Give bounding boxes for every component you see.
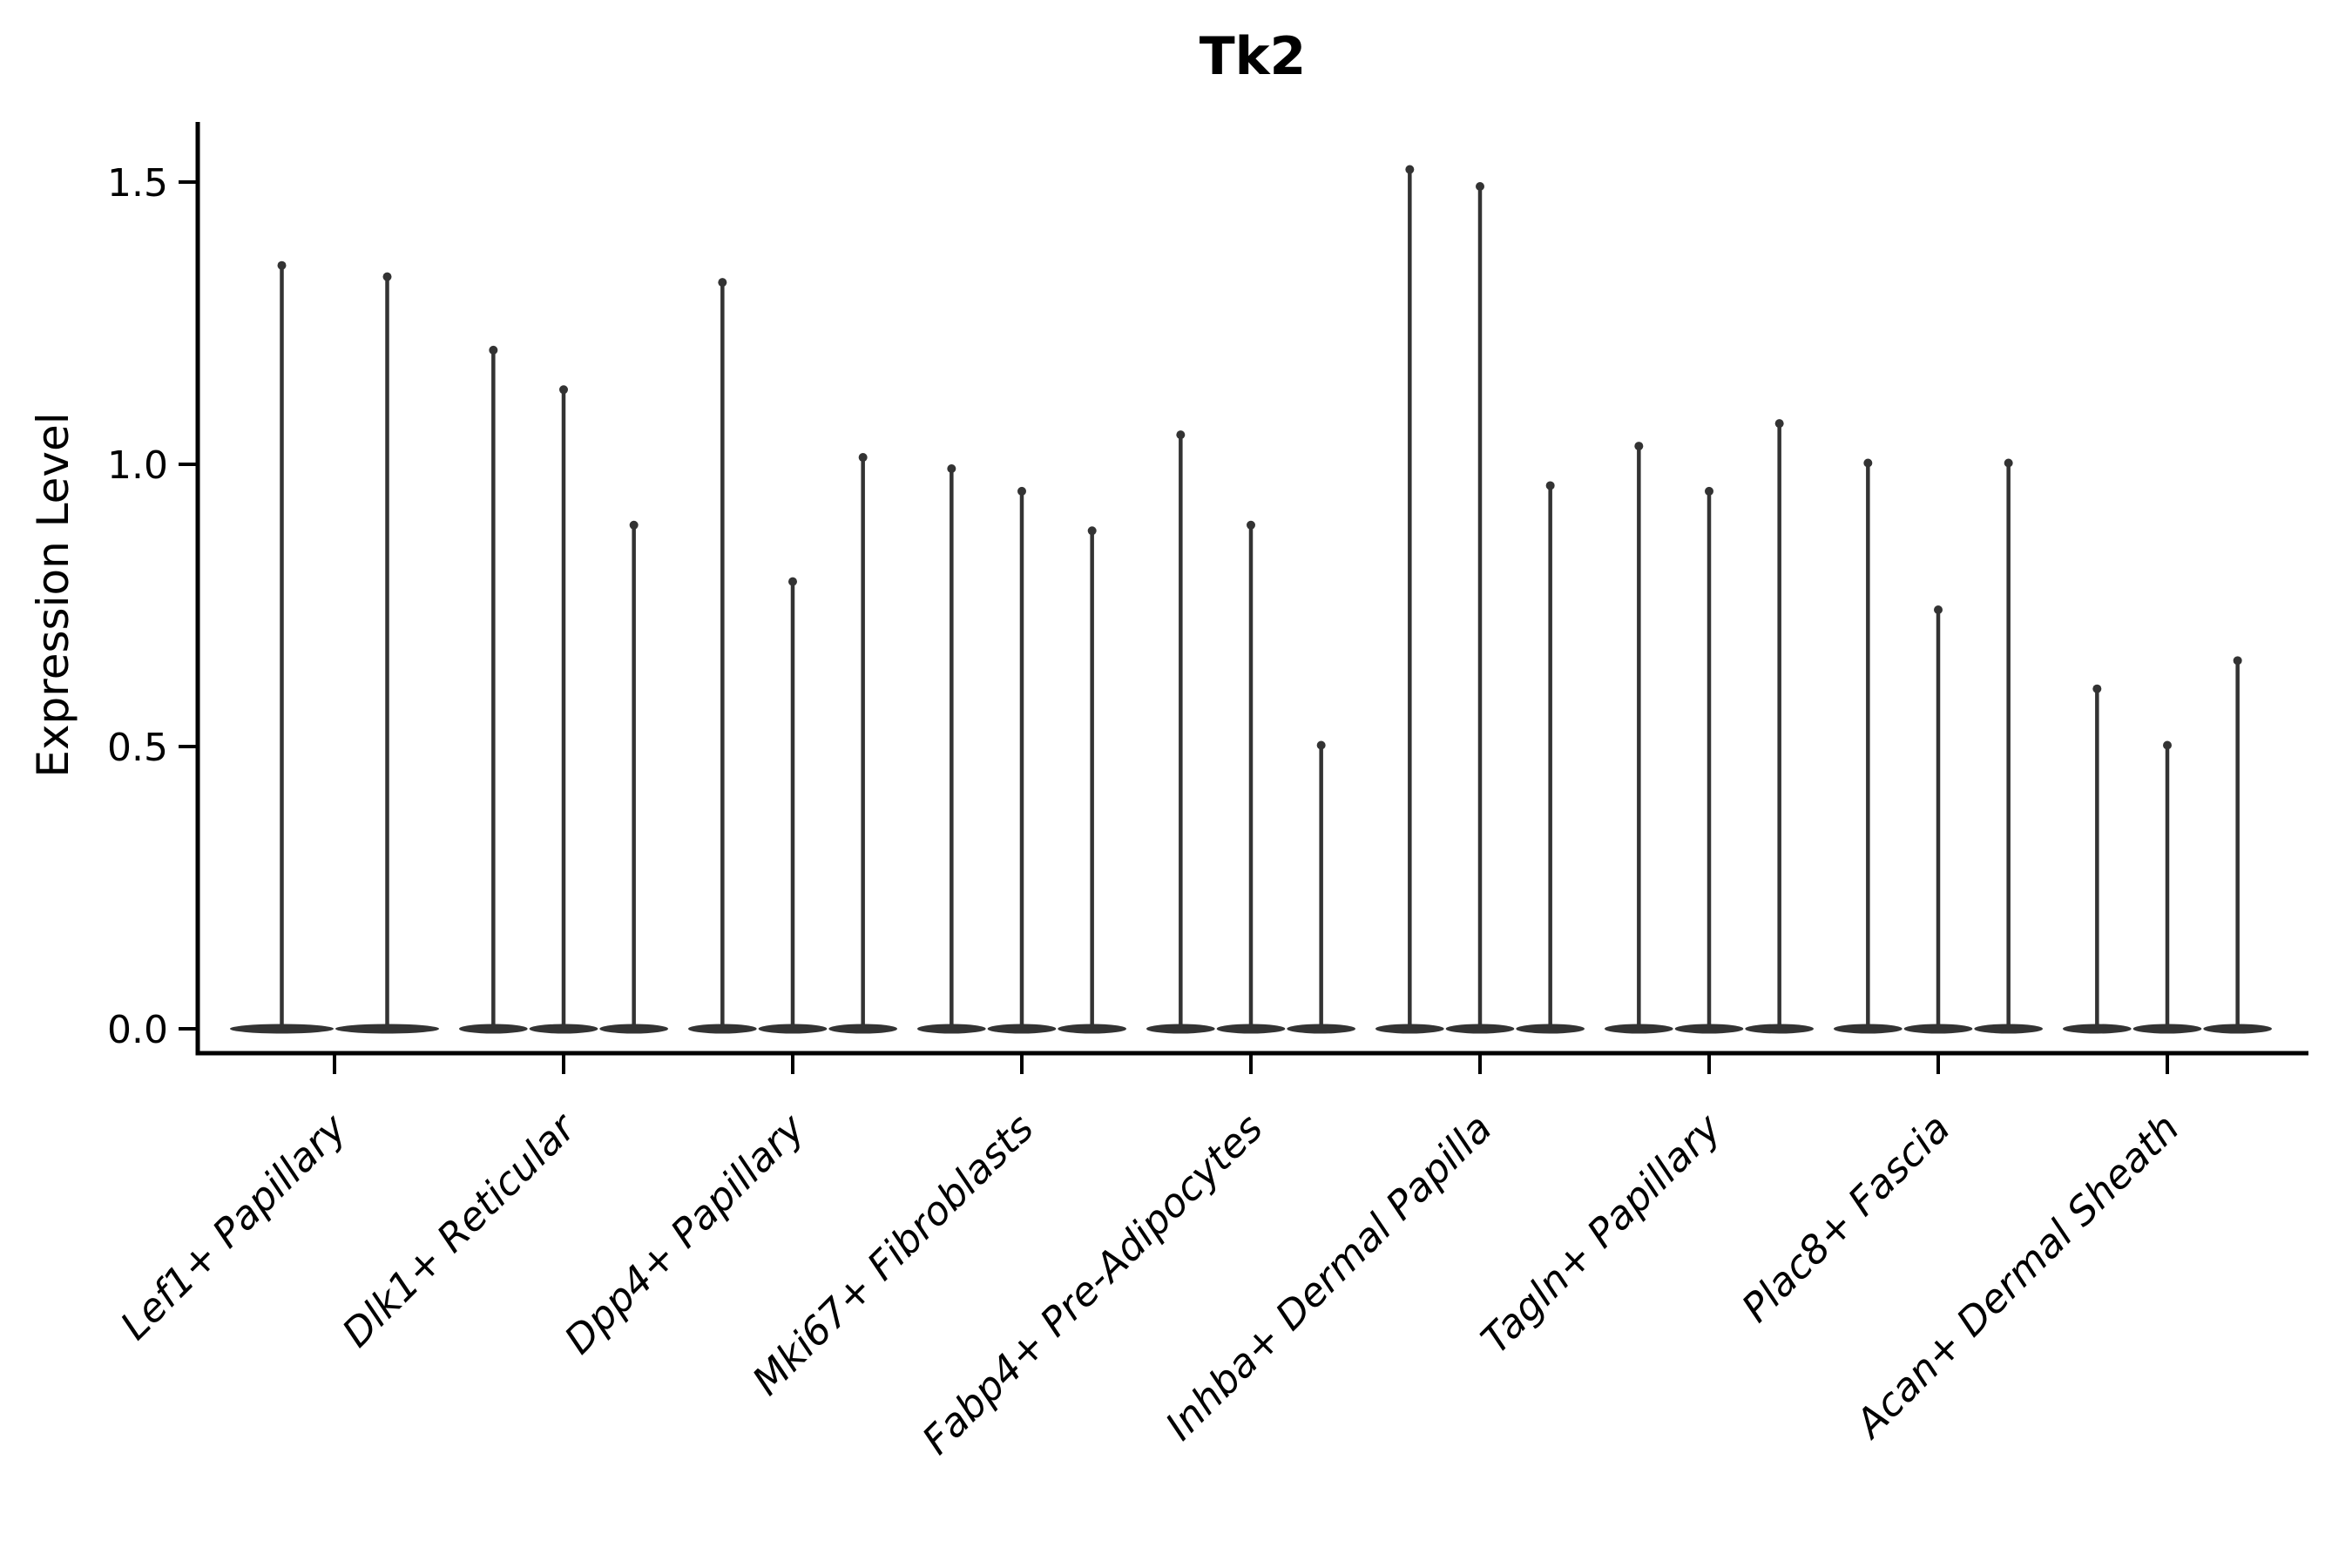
violin-spike-tip <box>1316 740 1326 750</box>
violin-base <box>1605 1024 1673 1034</box>
x-tick-label: Tagln+ Papillary <box>1472 1104 1731 1362</box>
x-tick-label: Dlk1+ Reticular <box>333 1104 585 1356</box>
y-tick-label: 1.0 <box>107 443 168 488</box>
violin-base <box>688 1024 757 1034</box>
violin-spike-tip <box>382 272 392 281</box>
violin-base <box>2132 1024 2202 1034</box>
violin <box>599 520 669 1034</box>
violin-spike-tip <box>629 520 639 530</box>
violin-base <box>917 1024 986 1034</box>
violin-base <box>1216 1024 1286 1034</box>
violin-base <box>1146 1024 1215 1034</box>
x-tick-label: Plac8+ Fascia <box>1733 1105 1959 1331</box>
violin <box>987 486 1057 1034</box>
violin-spike-tip <box>2004 458 2013 468</box>
violin-spike-tip <box>1247 520 1255 530</box>
violin-spike-tip <box>489 345 498 355</box>
violin-spike-tip <box>947 464 956 473</box>
violin <box>230 260 334 1034</box>
violin-spike-tip <box>1476 182 1484 191</box>
violin <box>1287 740 1355 1034</box>
violin-spike-tip <box>1934 605 1943 614</box>
y-tick-label: 0.0 <box>107 1008 168 1052</box>
violin-spike-tip <box>2163 740 2172 750</box>
violin-base <box>828 1024 897 1034</box>
violin-base <box>1445 1024 1515 1034</box>
x-tick-label: Dpp4+ Papillary <box>556 1104 814 1362</box>
violin-base <box>1745 1024 1814 1034</box>
violin-spike-tip <box>277 260 287 270</box>
violin-spike-tip <box>1405 165 1415 174</box>
violin-spike-tip <box>788 577 797 586</box>
violin-base <box>230 1024 334 1034</box>
violin <box>2063 684 2132 1034</box>
violin-base <box>2203 1024 2273 1034</box>
violin-base <box>987 1024 1057 1034</box>
violin <box>1216 520 1286 1034</box>
violin-base <box>758 1024 828 1034</box>
y-tick-label: 0.5 <box>107 726 168 770</box>
violin <box>1834 458 1903 1034</box>
violin-spike-tip <box>1176 430 1186 440</box>
violin <box>917 464 986 1034</box>
violin-base <box>1903 1024 1973 1034</box>
violin-spike-tip <box>1017 486 1026 496</box>
violin-base <box>1287 1024 1355 1034</box>
violin <box>1516 481 1585 1034</box>
violin-base <box>2063 1024 2132 1034</box>
violin <box>2132 740 2202 1034</box>
violin-spike-tip <box>1634 442 1644 451</box>
violin <box>1674 486 1744 1034</box>
violin-spike-tip <box>1863 458 1873 468</box>
chart-title: Tk2 <box>1200 26 1307 87</box>
y-axis-label: Expression Level <box>28 412 78 777</box>
violin <box>1146 430 1215 1034</box>
violin <box>1974 458 2044 1034</box>
violin-base <box>529 1024 598 1034</box>
violin-base <box>1674 1024 1744 1034</box>
violin <box>1375 165 1444 1034</box>
violin <box>1745 419 1814 1034</box>
violin <box>758 577 828 1034</box>
y-tick-label: 1.5 <box>107 161 168 206</box>
violin <box>1058 526 1126 1034</box>
violin <box>1605 442 1673 1034</box>
violin <box>688 278 757 1034</box>
violin-spike-tip <box>1705 486 1713 496</box>
violin-base <box>599 1024 669 1034</box>
violin-layer <box>230 165 2273 1034</box>
violin <box>335 272 439 1034</box>
violin-spike-tip <box>718 278 727 287</box>
violin-base <box>1516 1024 1585 1034</box>
violin-spike-tip <box>1087 526 1097 536</box>
violin-base <box>1058 1024 1126 1034</box>
violin <box>459 345 528 1034</box>
x-tick-label: Lef1+ Papillary <box>112 1104 356 1348</box>
violin-base <box>335 1024 439 1034</box>
violin <box>529 385 598 1034</box>
violin <box>1445 182 1515 1034</box>
violin-base <box>459 1024 528 1034</box>
violin-spike-tip <box>1774 419 1784 429</box>
violin-spike-tip <box>2233 656 2242 666</box>
violin <box>1903 605 1973 1034</box>
violin-spike-tip <box>858 453 868 463</box>
violin <box>828 453 897 1034</box>
violin-spike-tip <box>1545 481 1555 490</box>
violin <box>2203 656 2273 1034</box>
violin-spike-tip <box>2092 684 2102 693</box>
violin-base <box>1974 1024 2044 1034</box>
violin-base <box>1375 1024 1444 1034</box>
violin-base <box>1834 1024 1903 1034</box>
violin-spike-tip <box>559 385 568 395</box>
